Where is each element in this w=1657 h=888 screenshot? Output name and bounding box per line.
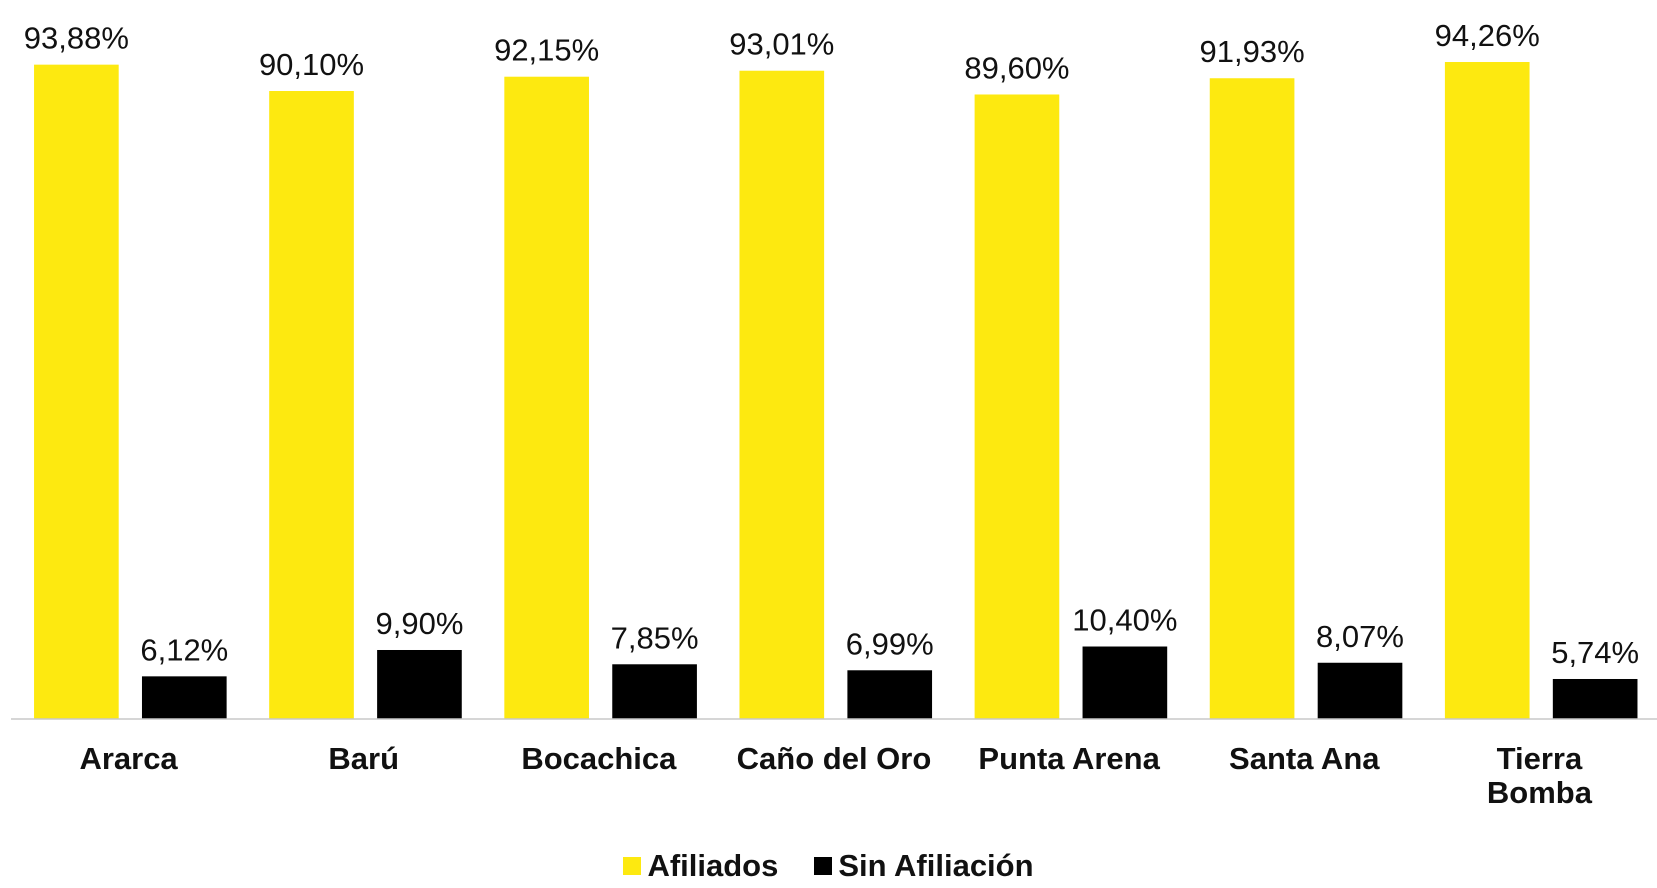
bar — [1082, 646, 1168, 719]
bar — [974, 94, 1060, 720]
bar — [1552, 678, 1638, 719]
legend-label: Afiliados — [647, 848, 779, 883]
x-tick-label: Bocachica — [521, 741, 677, 776]
legend-swatch — [814, 857, 833, 875]
data-label: 5,74% — [1551, 635, 1639, 670]
x-tick-label: Barú — [328, 741, 400, 776]
bar — [847, 670, 933, 719]
legend: Afiliados Sin Afiliación — [0, 848, 1657, 884]
data-label: 93,88% — [24, 21, 129, 56]
legend-item: Sin Afiliación — [814, 848, 1034, 884]
data-label: 7,85% — [611, 620, 699, 655]
data-label: 91,93% — [1200, 34, 1305, 69]
bar — [34, 64, 119, 720]
data-label: 89,60% — [964, 50, 1069, 85]
x-tick-label: Ararca — [79, 741, 178, 776]
data-label: 94,26% — [1435, 18, 1540, 53]
legend-label: Sin Afiliación — [838, 848, 1034, 883]
bar — [739, 70, 825, 720]
legend-swatch — [623, 857, 642, 875]
bar — [1317, 662, 1403, 719]
data-label: 8,07% — [1316, 619, 1404, 654]
bar — [269, 91, 354, 720]
bar — [1444, 62, 1530, 719]
data-label: 6,99% — [846, 626, 934, 661]
bar — [141, 676, 227, 719]
data-label: 10,40% — [1072, 603, 1177, 638]
chart: 93,88% 90,10% 92,15% 93,01% 89,60% 91,93% 94,2… — [11, 18, 1657, 720]
bar — [612, 664, 697, 719]
x-tick-label: Tierra Bomba — [1486, 741, 1592, 810]
data-label: 90,10% — [259, 47, 364, 82]
data-label: 6,12% — [140, 632, 228, 667]
data-label: 92,15% — [494, 33, 599, 68]
bar — [504, 76, 589, 720]
data-label: 9,90% — [375, 606, 463, 641]
bar — [377, 649, 462, 719]
x-tick-label: Santa Ana — [1229, 741, 1380, 776]
data-label: 93,01% — [729, 27, 834, 62]
x-tick-label: Caño del Oro — [736, 741, 932, 776]
legend-item: Afiliados — [623, 848, 778, 884]
bar — [1209, 78, 1295, 719]
x-tick-label: Punta Arena — [978, 741, 1160, 776]
